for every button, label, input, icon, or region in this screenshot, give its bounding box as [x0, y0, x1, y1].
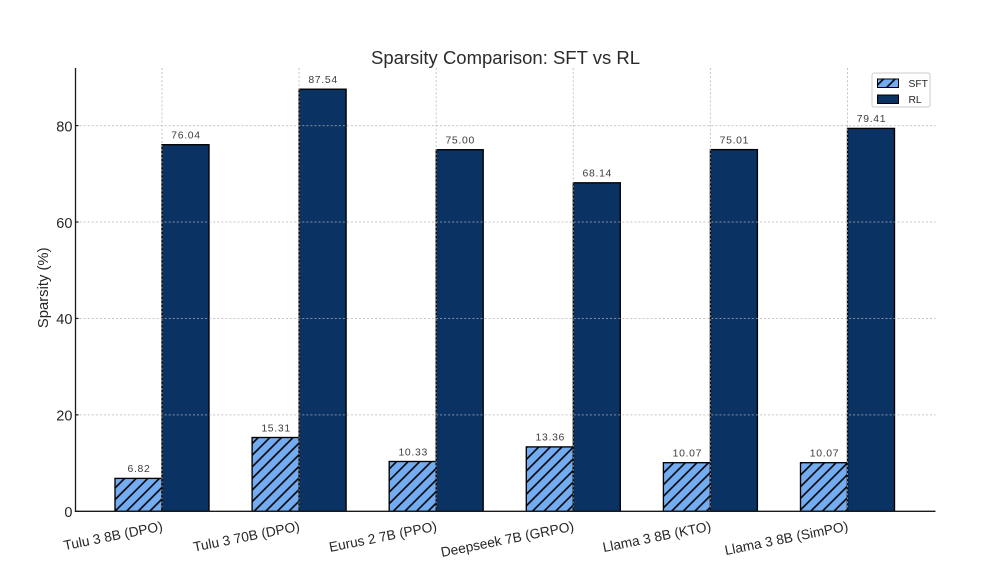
svg-text:Sparsity (%): Sparsity (%): [36, 247, 52, 328]
svg-text:87.54: 87.54: [308, 75, 338, 86]
svg-text:6.82: 6.82: [127, 464, 150, 475]
svg-text:79.41: 79.41: [857, 114, 887, 125]
svg-text:0: 0: [64, 505, 72, 521]
svg-text:10.33: 10.33: [398, 447, 428, 458]
svg-text:75.00: 75.00: [445, 136, 475, 147]
svg-text:76.04: 76.04: [171, 131, 201, 142]
svg-text:15.31: 15.31: [261, 423, 291, 434]
svg-text:Sparsity Comparison: SFT vs RL: Sparsity Comparison: SFT vs RL: [371, 47, 640, 68]
svg-text:80: 80: [56, 119, 72, 135]
svg-text:SFT: SFT: [909, 79, 929, 90]
svg-text:68.14: 68.14: [583, 169, 613, 180]
svg-text:RL: RL: [909, 95, 922, 106]
svg-text:40: 40: [56, 312, 72, 328]
svg-text:10.07: 10.07: [673, 449, 703, 460]
svg-text:20: 20: [56, 409, 72, 425]
svg-text:13.36: 13.36: [536, 433, 566, 444]
svg-text:60: 60: [56, 216, 72, 232]
svg-text:75.01: 75.01: [720, 135, 750, 146]
svg-text:10.07: 10.07: [810, 449, 840, 460]
